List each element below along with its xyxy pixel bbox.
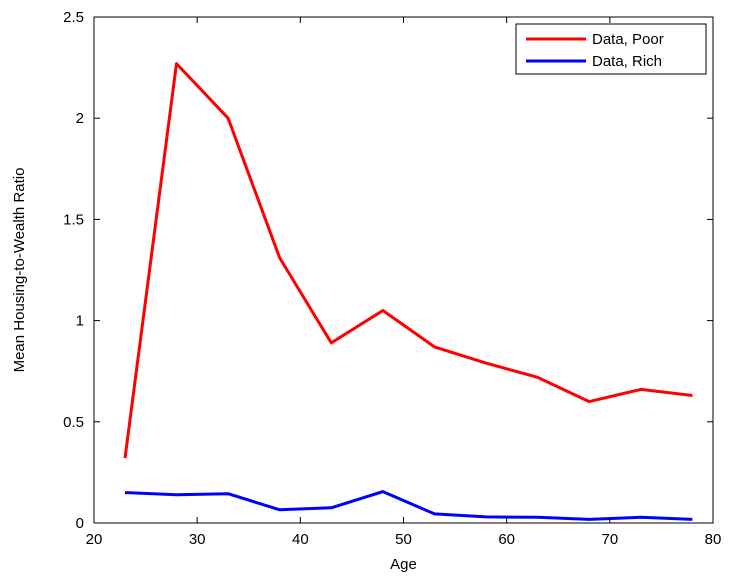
x-tick-label: 70 [601, 531, 618, 548]
y-tick-label: 0 [76, 515, 84, 532]
legend-entry-label: Data, Rich [592, 53, 662, 70]
x-tick-label: 80 [705, 531, 722, 548]
y-tick-label: 0.5 [63, 414, 84, 431]
series-line-poor [123, 62, 693, 459]
y-tick-label: 2 [76, 110, 84, 127]
legend-entry-label: Data, Poor [592, 31, 664, 48]
legend-box [515, 23, 707, 75]
y-tick-label: 1 [76, 313, 84, 330]
x-tick-label: 50 [395, 531, 412, 548]
axes-box [93, 16, 714, 524]
x-tick-label: 20 [86, 531, 103, 548]
x-tick-label: 40 [292, 531, 309, 548]
x-tick-label: 30 [189, 531, 206, 548]
series-lines [123, 62, 693, 521]
y-axis-label: Mean Housing-to-Wealth Ratio [11, 168, 28, 373]
x-tick-label: 60 [498, 531, 515, 548]
legend: Data, Poor Data, Rich [515, 23, 707, 75]
y-tick-label: 2.5 [63, 9, 84, 26]
x-axis-label: Age [390, 556, 417, 573]
y-tick-label: 1.5 [63, 211, 84, 228]
series-line-rich [124, 490, 693, 521]
